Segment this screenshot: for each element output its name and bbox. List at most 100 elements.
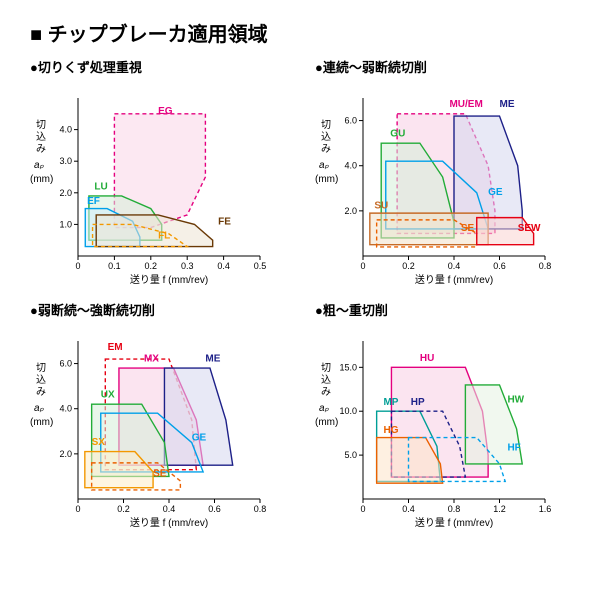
chart-panel: ●粗～重切削 0 0.4 0.8 1.2 1.6 5.0 10.0 15.0 HU HW MP HP HG… <box>315 300 570 533</box>
main-title: ■ チップブレーカ適用領域 <box>30 18 570 47</box>
svg-text:aₚ: aₚ <box>34 403 45 414</box>
svg-text:aₚ: aₚ <box>319 160 330 171</box>
svg-text:0.8: 0.8 <box>254 504 267 514</box>
chart-panel: ●連続～弱断続切削 0 0.2 0.4 0.6 0.8 2.0 4.0 6.0 MU/EM ME GU… <box>315 57 570 290</box>
svg-text:4.0: 4.0 <box>59 125 72 135</box>
svg-text:aₚ: aₚ <box>319 403 330 414</box>
region-label: SU <box>374 201 388 212</box>
svg-text:0.6: 0.6 <box>208 504 221 514</box>
chart: 0 0.1 0.2 0.3 0.4 0.5 1.0 2.0 3.0 4.0 EG LU EF FE FL 送り… <box>30 80 270 290</box>
svg-text:10.0: 10.0 <box>339 406 357 416</box>
svg-text:(mm): (mm) <box>30 174 53 185</box>
region-label: EF <box>87 196 100 207</box>
svg-text:切: 切 <box>321 119 331 131</box>
svg-text:(mm): (mm) <box>315 174 338 185</box>
svg-text:み: み <box>321 387 331 398</box>
svg-text:0.8: 0.8 <box>539 261 552 271</box>
region-label: HF <box>507 443 520 454</box>
svg-text:0.8: 0.8 <box>448 504 461 514</box>
svg-text:6.0: 6.0 <box>59 359 72 369</box>
svg-text:3.0: 3.0 <box>59 156 72 166</box>
svg-text:6.0: 6.0 <box>344 116 357 126</box>
panel-title: ●粗～重切削 <box>315 300 570 319</box>
region-label: HP <box>411 397 425 408</box>
svg-text:切: 切 <box>36 362 46 374</box>
region-label: FE <box>218 216 231 227</box>
svg-text:0.2: 0.2 <box>145 261 158 271</box>
svg-text:0.6: 0.6 <box>493 261 506 271</box>
svg-text:み: み <box>321 144 331 155</box>
region-label: MU/EM <box>449 99 482 110</box>
svg-text:み: み <box>36 144 46 155</box>
svg-text:込: 込 <box>321 131 331 143</box>
region-label: ME <box>205 353 220 364</box>
region-label: SE <box>461 223 475 234</box>
svg-text:0: 0 <box>75 504 80 514</box>
svg-text:5.0: 5.0 <box>344 450 357 460</box>
x-axis-label: 送り量 f (mm/rev) <box>130 516 208 529</box>
x-axis-label: 送り量 f (mm/rev) <box>415 273 493 286</box>
svg-text:1.2: 1.2 <box>493 504 506 514</box>
region-me <box>164 368 232 465</box>
svg-text:0: 0 <box>75 261 80 271</box>
region-label: ME <box>500 99 515 110</box>
svg-text:0.2: 0.2 <box>402 261 415 271</box>
region-label: HW <box>507 394 524 405</box>
chart: 0 0.4 0.8 1.2 1.6 5.0 10.0 15.0 HU HW MP HP HG HF 送り量 … <box>315 323 555 533</box>
region-label: FL <box>158 231 170 242</box>
region-label: MX <box>144 353 159 364</box>
chart: 0 0.2 0.4 0.6 0.8 2.0 4.0 6.0 EM MX ME UX GE SX SE 送り量 … <box>30 323 270 533</box>
region-label: GU <box>390 128 405 139</box>
region-label: HU <box>420 353 434 364</box>
svg-text:15.0: 15.0 <box>339 362 357 372</box>
svg-text:0: 0 <box>360 504 365 514</box>
svg-text:込: 込 <box>321 374 331 386</box>
svg-text:切: 切 <box>36 119 46 131</box>
region-label: EM <box>108 342 123 353</box>
svg-text:2.0: 2.0 <box>59 449 72 459</box>
region-label: UX <box>101 389 115 400</box>
svg-text:0.4: 0.4 <box>448 261 461 271</box>
x-axis-label: 送り量 f (mm/rev) <box>415 516 493 529</box>
region-me <box>454 116 522 229</box>
svg-text:み: み <box>36 387 46 398</box>
region-label: GE <box>488 187 503 198</box>
svg-text:込: 込 <box>36 374 46 386</box>
svg-text:2.0: 2.0 <box>344 206 357 216</box>
region-label: SX <box>92 437 106 448</box>
chart-panel: ●弱断続～強断続切削 0 0.2 0.4 0.6 0.8 2.0 4.0 6.0 EM MX ME UX… <box>30 300 285 533</box>
region-label: HG <box>383 425 398 436</box>
chart: 0 0.2 0.4 0.6 0.8 2.0 4.0 6.0 MU/EM ME GU GE SU SE SEW… <box>315 80 555 290</box>
svg-text:4.0: 4.0 <box>344 161 357 171</box>
panel-title: ●切りくず処理重視 <box>30 57 285 76</box>
region-label: SEW <box>518 223 541 234</box>
region-label: GE <box>192 432 207 443</box>
svg-text:込: 込 <box>36 131 46 143</box>
panel-title: ●連続～弱断続切削 <box>315 57 570 76</box>
svg-text:4.0: 4.0 <box>59 404 72 414</box>
region-label: LU <box>94 182 107 193</box>
svg-text:(mm): (mm) <box>30 417 53 428</box>
svg-text:aₚ: aₚ <box>34 160 45 171</box>
chart-panel: ●切りくず処理重視 0 0.1 0.2 0.3 0.4 0.5 1.0 2.0 3.0 4.0 EG L… <box>30 57 285 290</box>
svg-text:(mm): (mm) <box>315 417 338 428</box>
region-label: SE <box>153 468 167 479</box>
region-label: MP <box>383 397 398 408</box>
x-axis-label: 送り量 f (mm/rev) <box>130 273 208 286</box>
region-label: EG <box>158 106 173 117</box>
panel-title: ●弱断続～強断続切削 <box>30 300 285 319</box>
panel-grid: ●切りくず処理重視 0 0.1 0.2 0.3 0.4 0.5 1.0 2.0 3.0 4.0 EG L… <box>30 57 570 533</box>
svg-text:1.0: 1.0 <box>59 219 72 229</box>
svg-text:切: 切 <box>321 362 331 374</box>
svg-text:0: 0 <box>360 261 365 271</box>
svg-text:0.5: 0.5 <box>254 261 267 271</box>
svg-text:0.4: 0.4 <box>402 504 415 514</box>
svg-text:0.4: 0.4 <box>217 261 230 271</box>
svg-text:1.6: 1.6 <box>539 504 552 514</box>
svg-text:0.3: 0.3 <box>181 261 194 271</box>
svg-text:0.4: 0.4 <box>163 504 176 514</box>
svg-text:0.1: 0.1 <box>108 261 121 271</box>
svg-text:0.2: 0.2 <box>117 504 130 514</box>
region-fe <box>96 215 212 247</box>
svg-text:2.0: 2.0 <box>59 188 72 198</box>
